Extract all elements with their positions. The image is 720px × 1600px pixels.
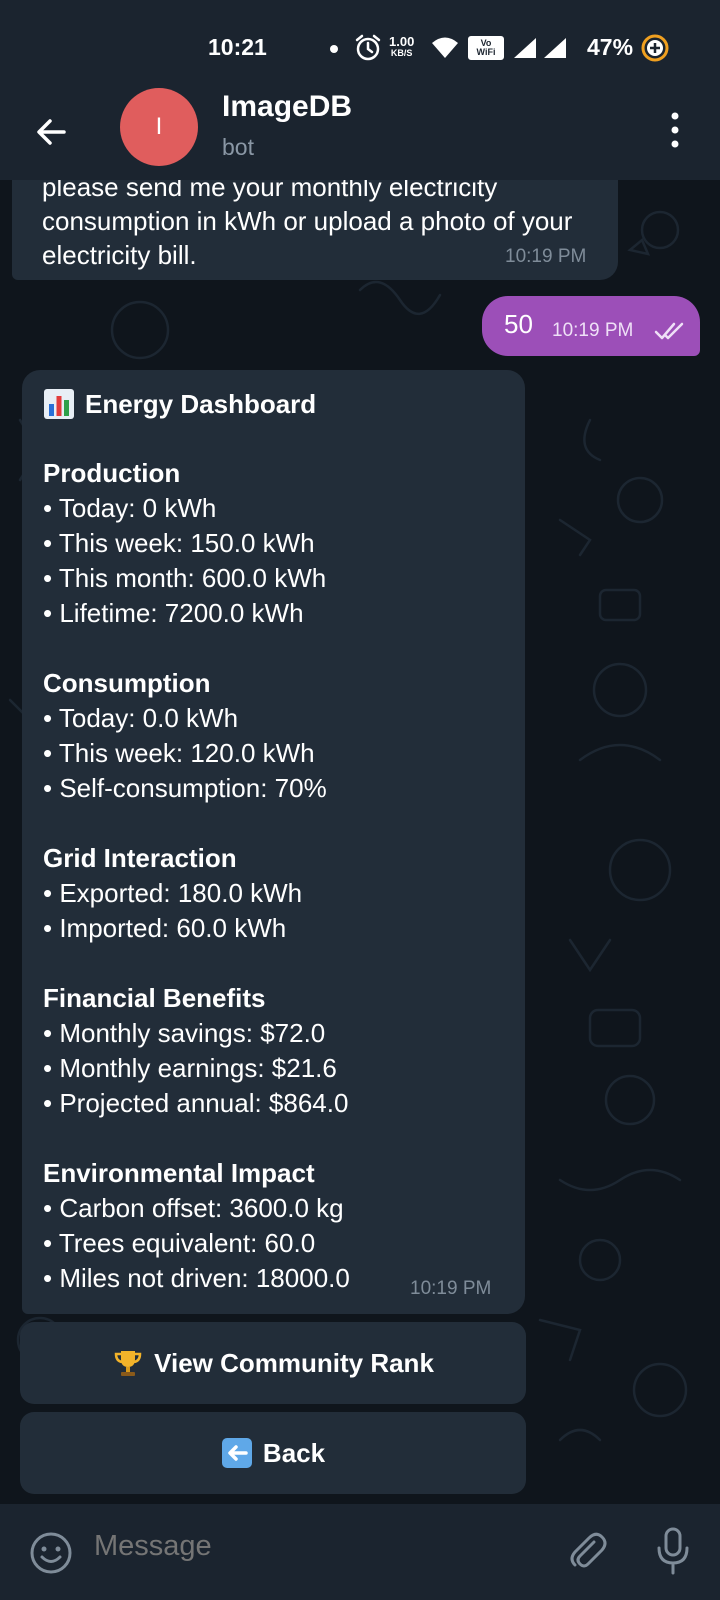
list-item: • Today: 0 kWh [43, 493, 217, 523]
trophy-icon [114, 1351, 142, 1376]
list-item: • Lifetime: 7200.0 kWh [43, 598, 304, 628]
left-arrow-icon [221, 1438, 252, 1468]
chat-header: I ImageDB bot [0, 88, 720, 180]
environmental-impact-section: Environmental Impact • Carbon offset: 36… [43, 1156, 513, 1296]
alarm-icon [355, 34, 381, 61]
message-time: 10:19 PM [505, 246, 587, 267]
notification-dot-icon [330, 45, 338, 53]
section-heading: Financial Benefits [43, 983, 266, 1013]
bar-chart-icon [44, 389, 74, 419]
message-time: 10:19 PM [410, 1278, 492, 1299]
section-heading: Consumption [43, 668, 211, 698]
list-item: • Miles not driven: 18000.0 [43, 1263, 350, 1293]
list-item: • Monthly savings: $72.0 [43, 1018, 326, 1048]
signal-sim2-icon [544, 38, 566, 58]
dashboard-title-row: Energy Dashboard [43, 384, 513, 424]
production-section: Production • Today: 0 kWh • This week: 1… [43, 456, 513, 631]
message-input[interactable] [94, 1530, 514, 1563]
emoji-icon[interactable] [28, 1530, 74, 1576]
section-heading: Environmental Impact [43, 1158, 315, 1188]
list-item: • Self-consumption: 70% [43, 773, 327, 803]
vowifi-icon: Vo WiFi [468, 36, 504, 60]
grid-interaction-section: Grid Interaction • Exported: 180.0 kWh •… [43, 841, 513, 946]
list-item: • Trees equivalent: 60.0 [43, 1228, 316, 1258]
list-item: • Carbon offset: 3600.0 kg [43, 1193, 344, 1223]
list-item: • This month: 600.0 kWh [43, 563, 327, 593]
button-label: View Community Rank [154, 1347, 434, 1378]
message-time: 10:19 PM [552, 320, 634, 341]
list-item: • This week: 150.0 kWh [43, 528, 315, 558]
button-label: Back [262, 1437, 326, 1468]
outgoing-message: 50 10:19 PM [482, 296, 700, 356]
list-item: • Projected annual: $864.0 [43, 1088, 349, 1118]
energy-dashboard-message: Energy Dashboard Production • Today: 0 k… [22, 370, 525, 1314]
financial-benefits-section: Financial Benefits • Monthly savings: $7… [43, 981, 513, 1121]
status-time: 10:21 [208, 34, 267, 60]
chat-title[interactable]: ImageDB [222, 90, 353, 123]
message-composer [0, 1504, 720, 1600]
message-text: 50 [504, 309, 533, 339]
more-options-icon[interactable] [662, 110, 688, 150]
wifi-icon [432, 37, 458, 58]
message-text: please send me your monthly electricity … [42, 172, 573, 270]
list-item: • This week: 120.0 kWh [43, 738, 315, 768]
view-community-rank-button[interactable]: View Community Rank [20, 1322, 526, 1404]
chat-subtitle: bot [222, 134, 254, 160]
dashboard-title: Energy Dashboard [85, 388, 317, 419]
list-item: • Imported: 60.0 kWh [43, 913, 287, 943]
list-item: • Exported: 180.0 kWh [43, 878, 303, 908]
back-arrow-icon[interactable] [30, 110, 74, 154]
list-item: • Today: 0.0 kWh [43, 703, 239, 733]
battery-percent: 47% [587, 34, 634, 60]
read-checks-icon [654, 322, 684, 340]
avatar[interactable]: I [120, 88, 198, 166]
status-bar: 10:21 1.00 KB/S Vo WiFi 47% [0, 0, 720, 92]
attachment-icon[interactable] [564, 1528, 610, 1574]
network-speed: 1.00 KB/S [389, 34, 415, 58]
microphone-icon[interactable] [654, 1526, 692, 1576]
battery-saver-icon [641, 34, 669, 62]
signal-sim1-icon [514, 38, 536, 58]
section-heading: Production [43, 458, 181, 488]
consumption-section: Consumption • Today: 0.0 kWh • This week… [43, 666, 513, 806]
section-heading: Grid Interaction [43, 843, 237, 873]
back-button[interactable]: Back [20, 1412, 526, 1494]
list-item: • Monthly earnings: $21.6 [43, 1053, 337, 1083]
